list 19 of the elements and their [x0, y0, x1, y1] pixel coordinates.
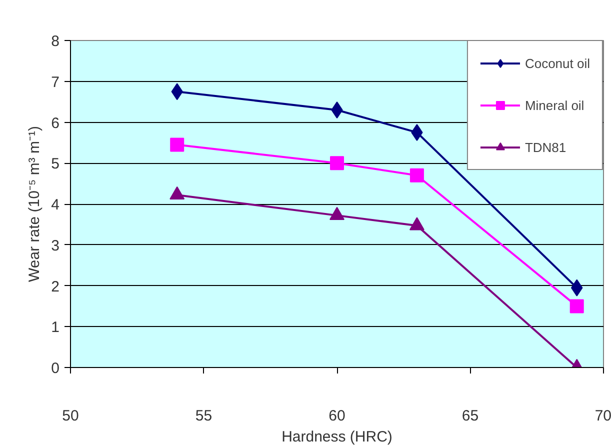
legend-label: Coconut oil	[524, 56, 590, 70]
x-axis-title: Hardness (HRC)	[282, 428, 392, 446]
x-tick-label: 60	[328, 408, 346, 424]
legend-label: Mineral oil	[524, 98, 584, 112]
legend-label: TDN81	[524, 140, 566, 154]
y-tick-label: 4	[51, 196, 60, 214]
x-tick-label: 50	[62, 408, 79, 424]
y-tick-label: 7	[51, 74, 60, 91]
y-tick-label: 2	[51, 278, 60, 296]
y-tick-label: 0	[51, 360, 60, 377]
y-tick-label: 8	[51, 33, 60, 50]
y-tick-label: 1	[51, 319, 60, 336]
x-tick-label: 70	[594, 408, 611, 424]
x-tick-label: 65	[462, 408, 479, 424]
y-tick-label: 5	[51, 156, 60, 173]
y-tick-label: 3	[51, 237, 60, 254]
y-axis-title: Wear rate (10⁻⁵ m³ m⁻¹)	[26, 126, 44, 282]
x-tick-label: 55	[195, 408, 212, 424]
y-tick-label: 6	[51, 114, 60, 132]
